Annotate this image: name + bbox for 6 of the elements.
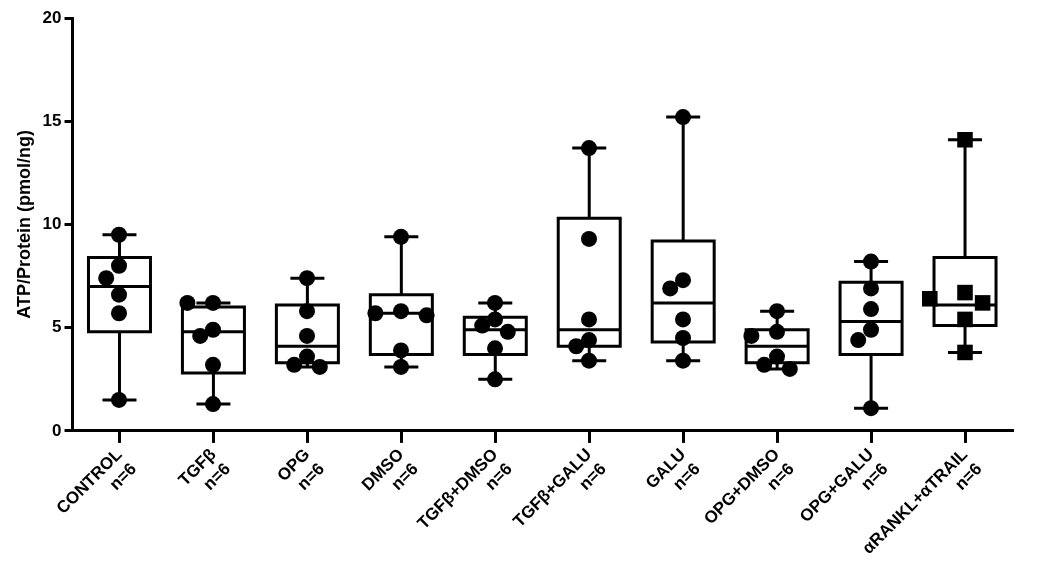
y-tick-label: 15: [42, 110, 62, 130]
y-tick-label: 0: [52, 420, 62, 440]
y-tick-label: 5: [52, 317, 62, 337]
y-axis-title: ATP/Protein (pmol/ng): [13, 130, 34, 319]
y-tick-label: 10: [42, 214, 62, 234]
y-tick-label: 20: [42, 7, 62, 27]
